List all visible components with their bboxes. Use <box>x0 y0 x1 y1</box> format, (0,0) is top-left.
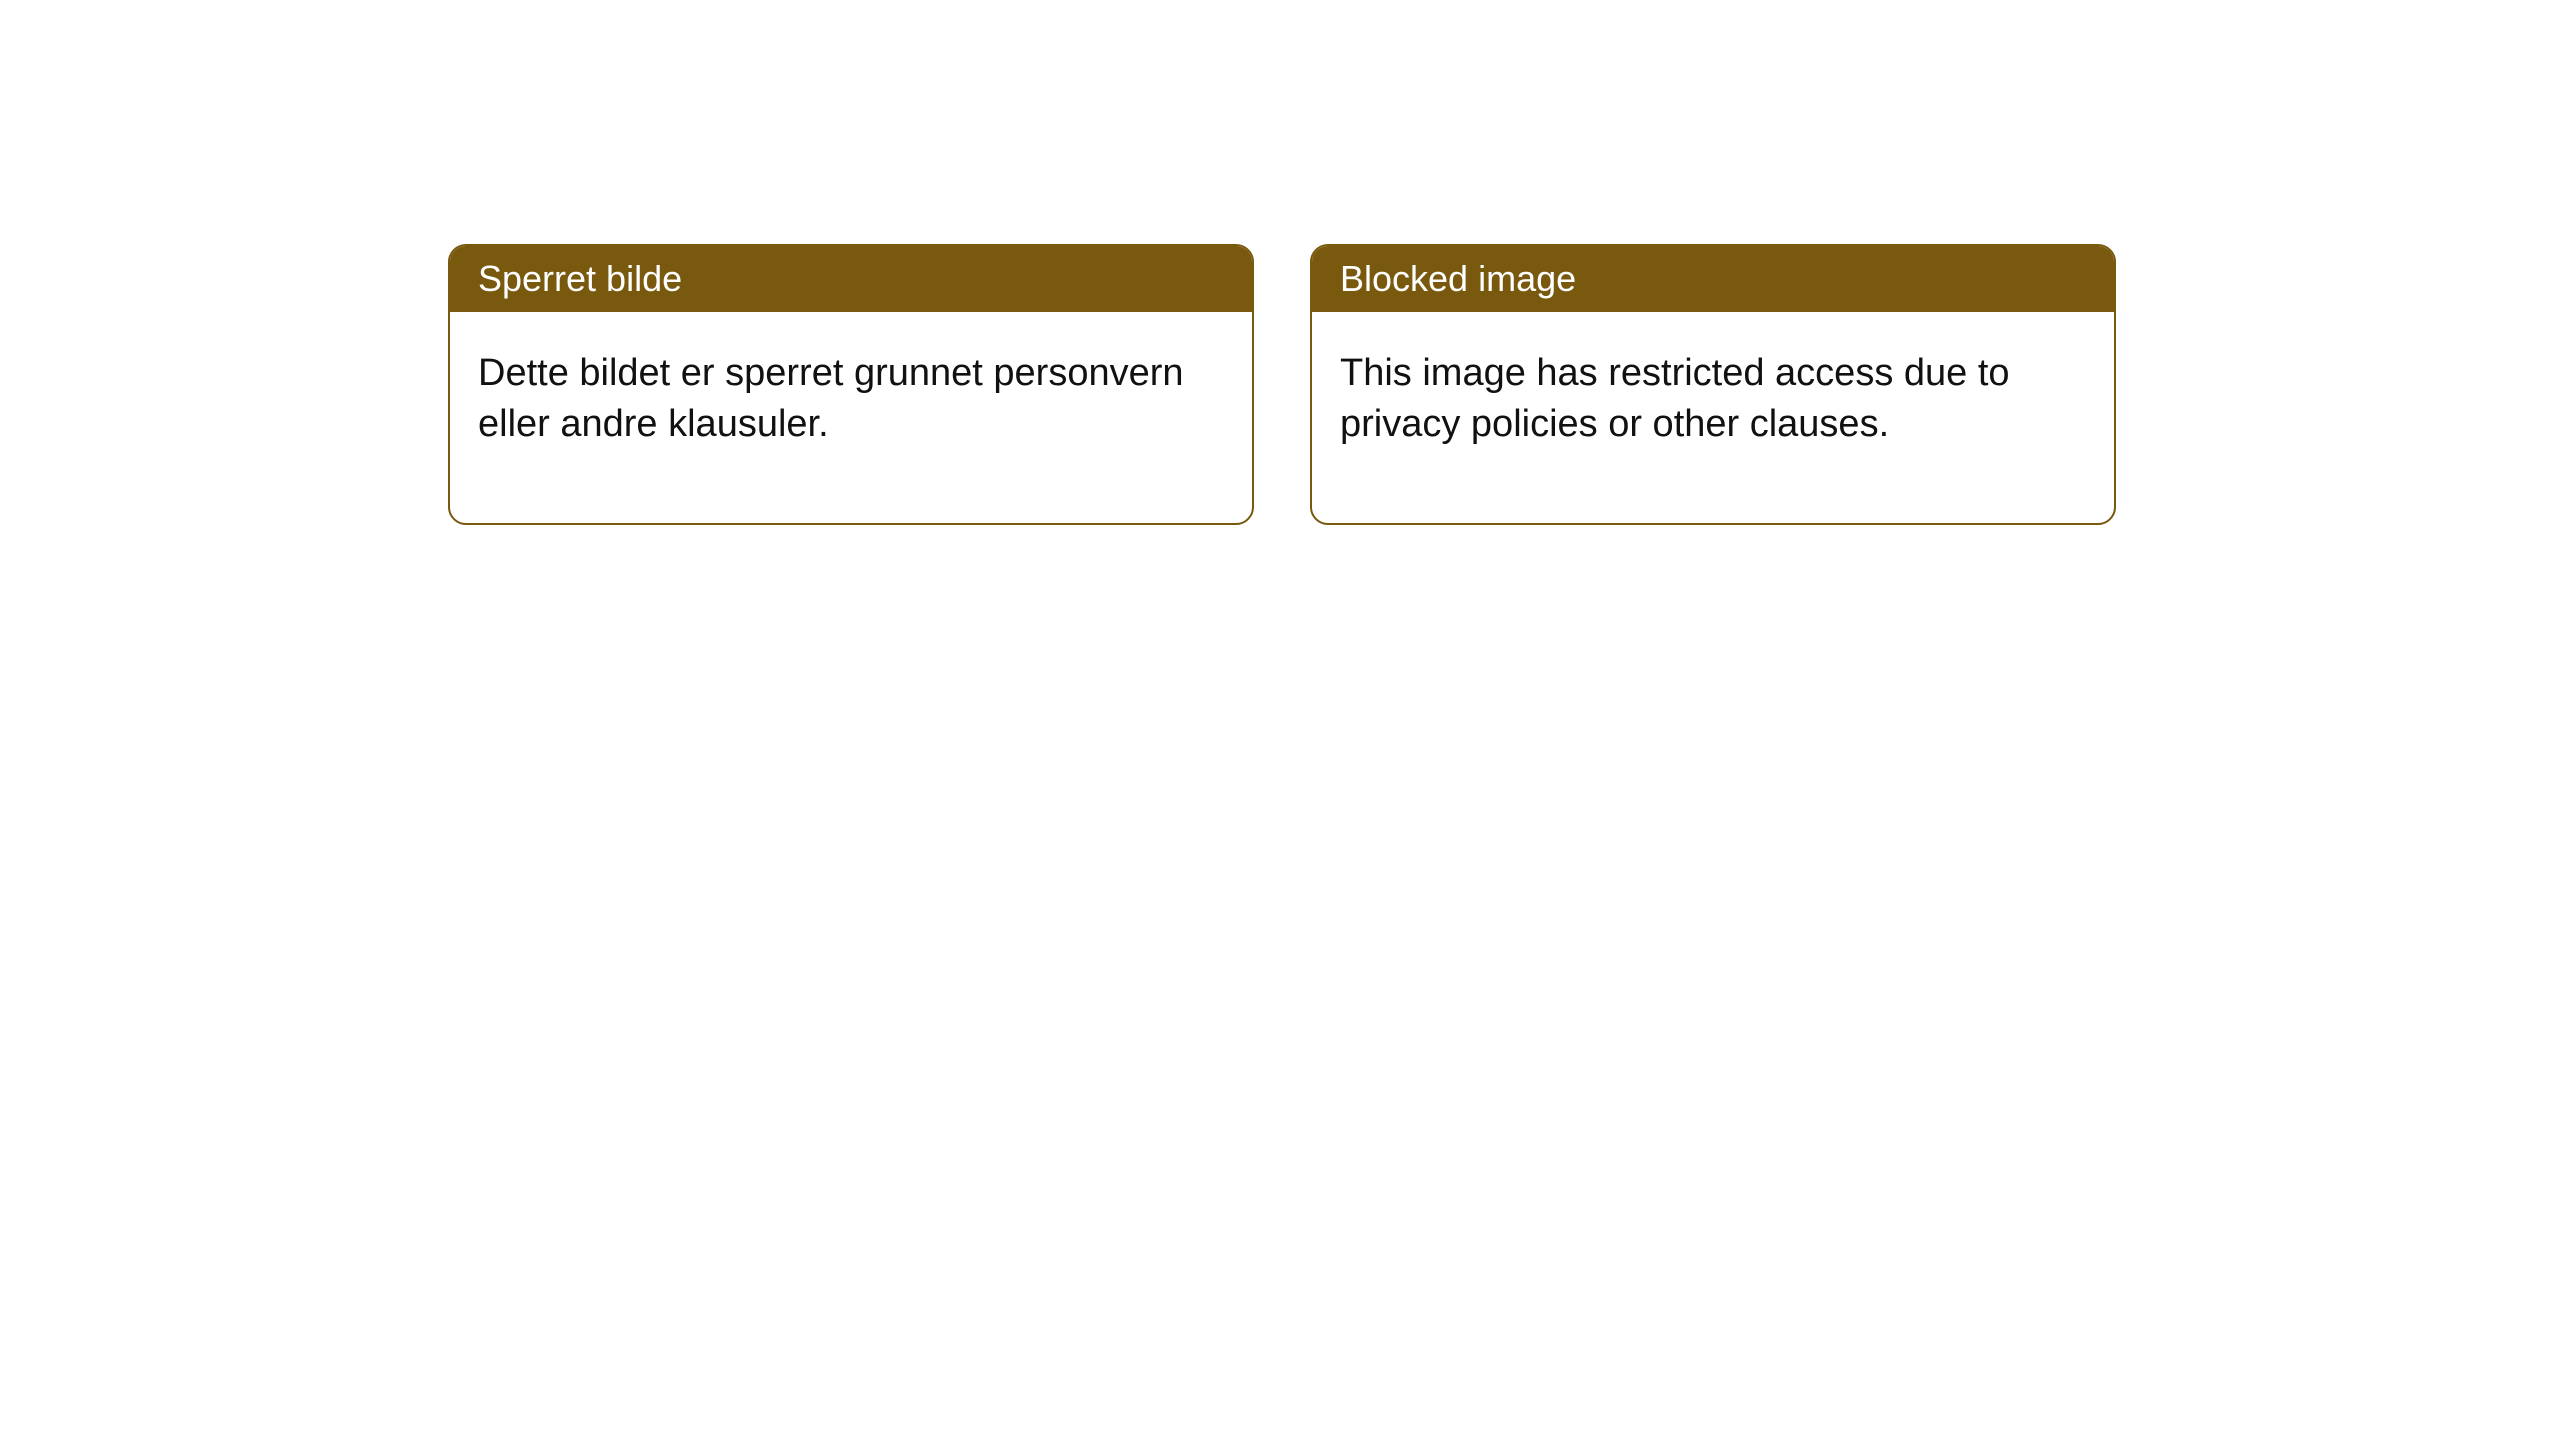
notice-title: Sperret bilde <box>450 246 1252 312</box>
notice-card-english: Blocked image This image has restricted … <box>1310 244 2116 525</box>
notice-cards-container: Sperret bilde Dette bildet er sperret gr… <box>0 0 2560 525</box>
notice-body-text: This image has restricted access due to … <box>1312 312 2114 523</box>
notice-title: Blocked image <box>1312 246 2114 312</box>
notice-card-norwegian: Sperret bilde Dette bildet er sperret gr… <box>448 244 1254 525</box>
notice-body-text: Dette bildet er sperret grunnet personve… <box>450 312 1252 523</box>
